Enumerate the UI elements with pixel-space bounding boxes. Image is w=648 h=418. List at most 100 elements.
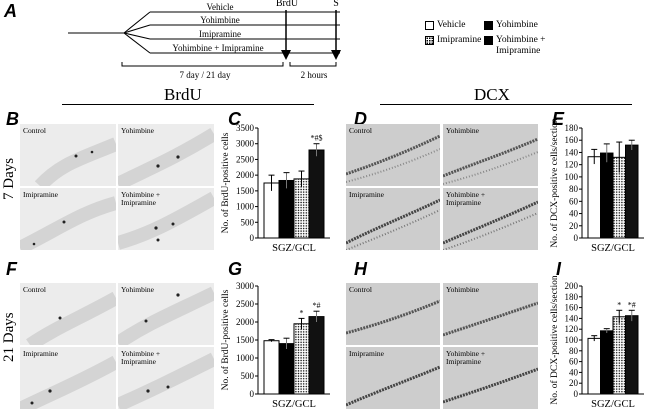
timeline-yohimbine-label: Yohimbine	[200, 15, 240, 25]
y-tick-label: 2000	[236, 317, 255, 327]
y-axis-label: No. of DCX-positive cells/section	[549, 276, 560, 405]
y-tick-label: 0	[574, 389, 579, 399]
y-tick-label: 40	[569, 209, 579, 219]
micro-f-combo-label-2: Imipramine	[121, 357, 156, 366]
y-tick-label: 100	[565, 172, 579, 182]
y-tick-label: 60	[569, 357, 579, 367]
panel-letter-i: I	[556, 259, 562, 279]
y-tick-label: 0	[574, 233, 579, 243]
bar-yohimbine	[278, 179, 295, 239]
micro-f-combo: Yohimbine + Imipramine	[118, 347, 214, 409]
significance-label: *#	[628, 300, 636, 309]
bar-yohimbine-imipramine	[625, 144, 639, 239]
y-tick-label: 200	[565, 281, 579, 291]
y-tick-label: 180	[565, 123, 579, 133]
y-tick-label: 40	[569, 367, 579, 377]
y-tick-label: 1500	[236, 186, 255, 196]
chart-e: 0 20 40 60 80 100 120 140 160 180 No. of DCX-posit…	[549, 118, 644, 254]
micro-h-imipramine: Imipramine	[346, 347, 440, 409]
panel-letter-c: C	[228, 109, 241, 129]
timeline-brdu-label: BrdU	[275, 0, 299, 9]
bar-imipramine	[293, 323, 310, 395]
micro-d-yohimbine-label: Yohimbine	[446, 126, 479, 135]
y-tick-label: 1000	[236, 202, 255, 212]
y-tick-label: 80	[569, 184, 579, 194]
micro-h-yohimbine-label: Yohimbine	[446, 285, 479, 294]
micro-d-control-label: Control	[349, 126, 372, 135]
panel-letter-f: F	[6, 259, 17, 279]
timeline-interval-label: 2 hours	[300, 70, 328, 80]
bar-imipramine	[293, 178, 310, 239]
micro-f-imipramine-label: Imipramine	[23, 349, 58, 358]
timeline-vehicle-label: Vehicle	[206, 2, 234, 12]
x-axis-label: SGZ/GCL	[272, 243, 316, 254]
micro-b-combo-label-2: Imipramine	[121, 198, 156, 207]
micro-d-combo-label-2: Imipramine	[446, 198, 481, 207]
day-label-7: 7 Days	[1, 157, 17, 200]
legend-yohimbine-label: Yohimbine	[496, 20, 538, 30]
legend-yohimbine-swatch	[484, 21, 493, 30]
timeline-combo-label: Yohimbine + Imipramine	[172, 43, 264, 53]
chart-c: 0 500 1000 1500 2000 2500 3000 3500 No. of BrdU-…	[220, 123, 330, 254]
micro-d-imipramine-label: Imipramine	[349, 190, 384, 199]
bar-yohimbine	[600, 330, 614, 395]
panel-letter-h: H	[354, 259, 367, 279]
y-tick-label: 160	[565, 303, 579, 313]
y-tick-label: 0	[250, 233, 255, 243]
x-axis-label: SGZ/GCL	[272, 399, 316, 410]
y-tick-label: 2000	[236, 170, 255, 180]
chart-g: 0 500 1000 1500 2000 2500 3000 No. of BrdU-posi…	[220, 281, 330, 410]
micro-f-yohimbine: Yohimbine	[118, 283, 214, 345]
timeline-duration-label: 7 day / 21 day	[179, 70, 231, 80]
y-tick-label: 1500	[236, 335, 255, 345]
y-axis-label: No. of DCX-positive cells/section	[549, 118, 560, 248]
micro-b-yohimbine: Yohimbine	[118, 124, 214, 186]
legend-imipramine-label: Imipramine	[437, 35, 482, 45]
brdu-section-rule	[62, 104, 314, 105]
micro-b-yohimbine-label: Yohimbine	[121, 126, 154, 135]
panel-letter-g: G	[228, 259, 243, 279]
timeline-diagram	[68, 10, 341, 67]
y-axis-label: No. of BrdU-positive cells	[220, 132, 231, 233]
micro-b-control: Control	[20, 124, 116, 186]
timeline-imipramine-label: Imipramine	[199, 29, 241, 39]
y-tick-label: 3000	[236, 281, 255, 291]
bar-yohimbine-imipramine	[308, 316, 325, 395]
micro-d-combo: Yohimbine + Imipramine	[443, 188, 538, 250]
panel-letter-a: A	[4, 1, 17, 21]
micro-h-imipramine-label: Imipramine	[349, 349, 384, 358]
timeline-s-label: S	[333, 0, 339, 9]
legend-vehicle-swatch	[425, 21, 434, 30]
micro-d-yohimbine: Yohimbine	[443, 124, 538, 186]
y-tick-label: 1000	[236, 353, 255, 363]
bar-vehicle	[263, 182, 280, 239]
micro-f-combo-label-1: Yohimbine +	[121, 349, 161, 358]
micro-h-yohimbine: Yohimbine	[443, 283, 538, 345]
y-tick-label: 20	[569, 378, 579, 388]
y-axis-label: No. of BrdU-positive cells	[220, 289, 231, 390]
micro-b-combo-label-1: Yohimbine +	[121, 190, 161, 199]
legend-combo-swatch	[484, 36, 493, 45]
day-label-21: 21 Days	[1, 312, 17, 362]
significance-label: *#$	[311, 134, 323, 143]
significance-label: *	[300, 308, 304, 317]
panel-letter-d: D	[354, 109, 367, 129]
y-tick-label: 120	[565, 324, 579, 334]
y-tick-label: 180	[565, 292, 579, 302]
micro-f-control-label: Control	[23, 285, 46, 294]
significance-label: *	[617, 300, 621, 309]
panel-letter-e: E	[552, 109, 565, 129]
bar-yohimbine-imipramine	[625, 315, 639, 395]
micro-h-control-label: Control	[349, 285, 372, 294]
micro-h-combo-label-1: Yohimbine +	[446, 349, 486, 358]
micro-h-combo: Yohimbine + Imipramine	[443, 347, 538, 409]
bar-yohimbine	[600, 152, 614, 239]
micro-f-yohimbine-label: Yohimbine	[121, 285, 154, 294]
y-tick-label: 500	[241, 371, 255, 381]
micro-b-combo: Yohimbine + Imipramine	[118, 188, 214, 250]
legend-imipramine-swatch	[425, 36, 434, 45]
y-tick-label: 2500	[236, 154, 255, 164]
x-axis-label: SGZ/GCL	[591, 399, 635, 410]
x-axis-label: SGZ/GCL	[591, 243, 635, 254]
micro-b-imipramine-label: Imipramine	[23, 190, 58, 199]
